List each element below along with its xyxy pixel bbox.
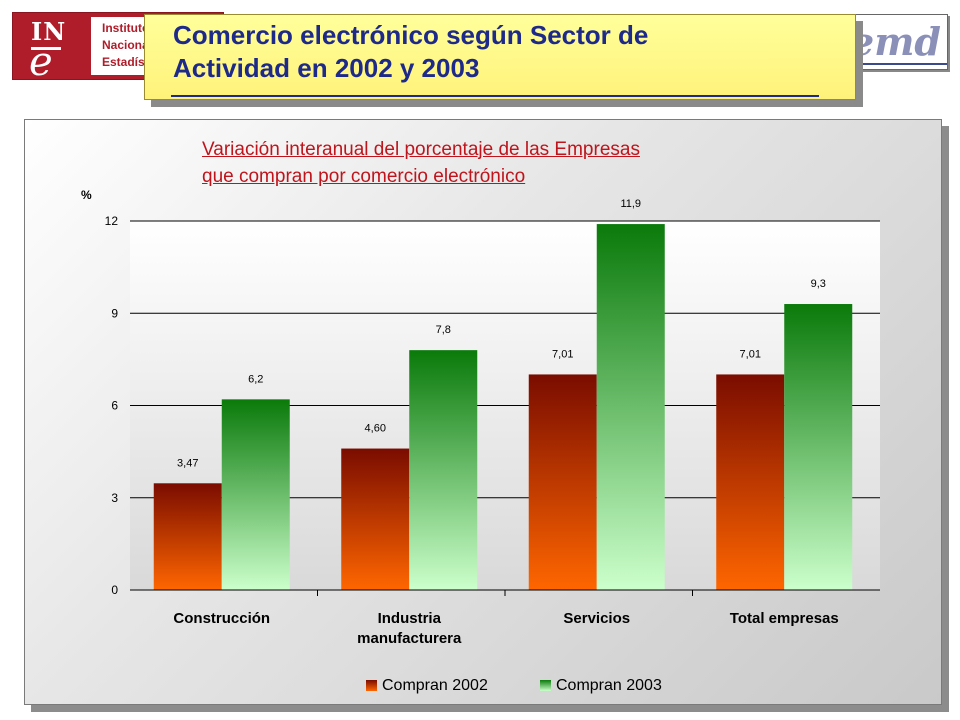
title-underline bbox=[171, 95, 819, 97]
y-tick-label: 0 bbox=[111, 583, 118, 597]
bar bbox=[153, 483, 222, 590]
bar bbox=[784, 304, 853, 590]
y-tick-label: 12 bbox=[105, 214, 119, 228]
ine-mark-top: IN bbox=[31, 17, 67, 46]
x-tick-label: Industria bbox=[378, 610, 442, 627]
ine-text-line2: Nacional bbox=[102, 38, 153, 52]
y-tick-label: 6 bbox=[111, 399, 118, 413]
legend-swatch-2002 bbox=[366, 680, 377, 691]
page-title-line1: Comercio electrónico según Sector de bbox=[173, 20, 649, 50]
legend-swatch-2003 bbox=[540, 680, 551, 691]
x-tick-label: Construcción bbox=[173, 610, 270, 627]
data-label: 7,01 bbox=[552, 348, 573, 360]
bar bbox=[528, 374, 597, 590]
y-tick-label: 9 bbox=[111, 306, 118, 320]
legend-label-2002: Compran 2002 bbox=[382, 677, 488, 694]
page-title: Comercio electrónico según Sector de Act… bbox=[173, 19, 648, 85]
page-title-line2: Actividad en 2002 y 2003 bbox=[173, 53, 480, 83]
data-label: 7,01 bbox=[740, 348, 761, 360]
bar bbox=[409, 350, 478, 590]
bar bbox=[596, 224, 665, 590]
data-label: 9,3 bbox=[811, 278, 826, 290]
chart-title-line1: Variación interanual del porcentaje de l… bbox=[202, 139, 640, 160]
data-label: 7,8 bbox=[436, 324, 451, 336]
data-label: 11,9 bbox=[620, 198, 641, 210]
legend-label-2003: Compran 2003 bbox=[556, 677, 662, 694]
y-axis-label: % bbox=[81, 188, 92, 202]
x-tick-label: Total empresas bbox=[730, 610, 839, 627]
x-tick-label: manufacturera bbox=[357, 630, 462, 647]
chart-title-line2: que compran por comercio electrónico bbox=[202, 166, 526, 187]
data-label: 3,47 bbox=[177, 457, 198, 469]
bar bbox=[341, 448, 410, 590]
y-tick-label: 3 bbox=[111, 491, 118, 505]
data-label: 4,60 bbox=[365, 423, 386, 435]
ine-mark-bottom: e bbox=[29, 39, 53, 85]
chart-title: Variación interanual del porcentaje de l… bbox=[202, 136, 640, 190]
ine-mark-bar bbox=[31, 47, 61, 50]
x-tick-label: Servicios bbox=[563, 610, 630, 627]
ine-text-line1: Instituto bbox=[102, 21, 150, 35]
title-box: Comercio electrónico según Sector de Act… bbox=[144, 14, 856, 100]
bar bbox=[221, 399, 290, 590]
bar bbox=[716, 374, 785, 590]
data-label: 6,2 bbox=[248, 373, 263, 385]
ine-mark: IN e bbox=[19, 17, 81, 85]
